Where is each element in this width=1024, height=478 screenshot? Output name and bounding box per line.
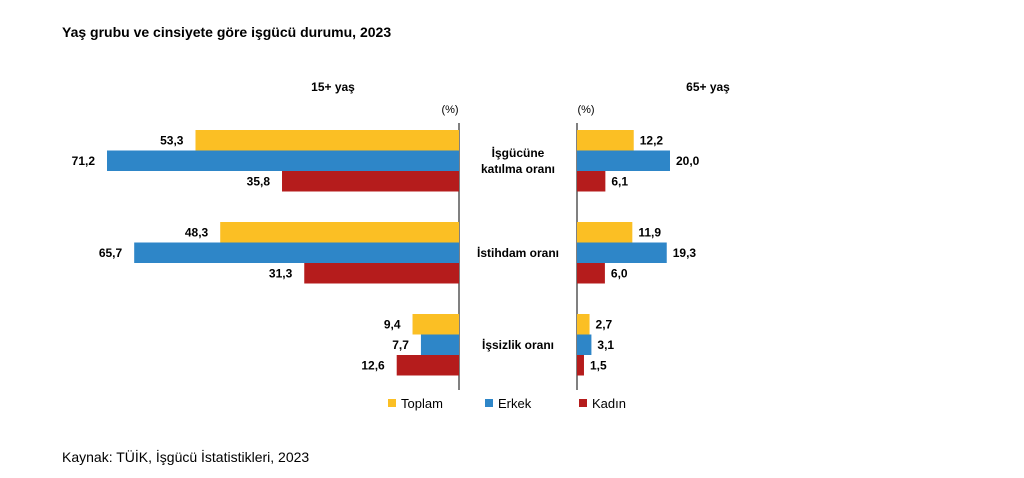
legend-swatch-toplam: [388, 399, 396, 407]
bar-65-ya-erkek-1: [577, 150, 670, 171]
value-label-15-ya-erkek-1: 71,2: [72, 154, 96, 168]
bar-15-ya-toplam-1: [195, 130, 459, 151]
bars-layer: 53,3 48,3 9,4 71,2 65,7 7,7 35,8 31,3 12,6 12,2 11…: [72, 130, 700, 376]
legend-swatch-kadin: [579, 399, 587, 407]
category-labels: İşgücüne katılma oranı İstihdam oranı İşsiz…: [477, 145, 559, 352]
value-label-15-ya-toplam-2: 48,3: [185, 225, 209, 239]
bar-15-ya-erkek-1: [107, 150, 459, 171]
value-label-65-ya-erkek-3: 3,1: [597, 338, 614, 352]
legend-label-toplam: Toplam: [401, 396, 443, 411]
bar-15-ya-toplam-2: [220, 222, 459, 243]
bar-15-ya-kadin-2: [304, 263, 459, 284]
unit-label-right: (%): [577, 104, 594, 116]
value-label-15-ya-kadin-1: 35,8: [247, 174, 271, 188]
value-label-15-ya-toplam-3: 9,4: [384, 317, 401, 331]
value-label-15-ya-kadin-3: 12,6: [361, 358, 385, 372]
value-label-65-ya-toplam-2: 11,9: [638, 225, 661, 239]
value-label-65-ya-kadin-3: 1,5: [590, 358, 607, 372]
bar-15-ya-erkek-2: [134, 242, 459, 263]
bar-15-ya-toplam-3: [412, 314, 459, 335]
bar-15-ya-kadin-3: [396, 355, 459, 376]
bar-15-ya-kadin-1: [282, 171, 459, 192]
value-label-65-ya-kadin-2: 6,0: [611, 266, 628, 280]
category-label-3: İşsizlik oranı: [482, 337, 554, 352]
bar-65-ya-erkek-2: [577, 242, 667, 263]
chart-title: Yaş grubu ve cinsiyete göre işgücü durum…: [62, 24, 391, 40]
bar-15-ya-erkek-3: [420, 334, 459, 355]
source-note: Kaynak: TÜİK, İşgücü İstatistikleri, 202…: [62, 448, 309, 465]
value-label-65-ya-erkek-1: 20,0: [676, 154, 700, 168]
panel-title-15plus: 15+ yaş: [311, 80, 355, 94]
category-label-2: İstihdam oranı: [477, 245, 559, 260]
bar-65-ya-kadin-2: [577, 263, 605, 284]
value-label-65-ya-erkek-2: 19,3: [673, 246, 697, 260]
bar-65-ya-kadin-3: [577, 355, 584, 376]
panel-title-65plus: 65+ yaş: [686, 80, 730, 94]
value-label-15-ya-toplam-1: 53,3: [160, 133, 184, 147]
legend-swatch-erkek: [485, 399, 493, 407]
bar-65-ya-toplam-3: [577, 314, 590, 335]
value-label-65-ya-kadin-1: 6,1: [611, 174, 628, 188]
unit-label-left: (%): [441, 104, 458, 116]
legend: Toplam Erkek Kadın: [388, 396, 626, 411]
bar-65-ya-kadin-1: [577, 171, 606, 192]
value-label-65-ya-toplam-1: 12,2: [640, 133, 664, 147]
category-label-1-line-1: İşgücüne: [492, 145, 545, 160]
category-label-1-line-2: katılma oranı: [481, 162, 555, 176]
bar-65-ya-toplam-2: [577, 222, 633, 243]
value-label-15-ya-kadin-2: 31,3: [269, 266, 293, 280]
bar-65-ya-erkek-3: [577, 334, 592, 355]
legend-label-erkek: Erkek: [498, 396, 532, 411]
value-label-15-ya-erkek-3: 7,7: [392, 338, 409, 352]
value-label-15-ya-erkek-2: 65,7: [99, 246, 123, 260]
bar-65-ya-toplam-1: [577, 130, 634, 151]
legend-label-kadin: Kadın: [592, 396, 626, 411]
value-label-65-ya-toplam-3: 2,7: [596, 317, 613, 331]
